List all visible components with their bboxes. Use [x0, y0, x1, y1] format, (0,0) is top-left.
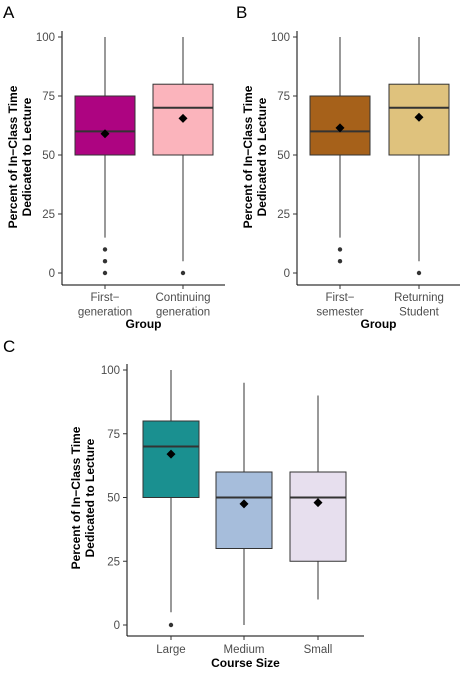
- y-axis-title: Dedicated to Lecture: [255, 97, 269, 216]
- box-1: Returning Student: [388, 37, 450, 319]
- y-axis-title: Percent of In−Class Time: [69, 426, 83, 569]
- panel-label: A: [3, 3, 15, 22]
- mean-marker: [414, 112, 424, 122]
- y-tick-label: 0: [114, 620, 120, 632]
- box-1: Continuing generation: [152, 37, 214, 319]
- box-0: First− generation: [74, 37, 136, 319]
- panel-label: C: [3, 337, 15, 356]
- x-tick-label: Large: [156, 644, 185, 656]
- mean-marker: [239, 499, 249, 509]
- outlier-point: [416, 270, 422, 276]
- panel-a: A 0 25 50 75 100 Percent of In−Class Time Dedic…: [3, 3, 225, 331]
- y-tick-label: 25: [107, 556, 120, 568]
- box-iqr: [289, 471, 347, 562]
- panel-c: C 0 25 50 75 100 Percent of In−Class Time Dedic…: [3, 337, 364, 670]
- y-axis-title: Dedicated to Lecture: [83, 438, 97, 557]
- x-axis-title: Course Size: [211, 656, 280, 670]
- x-tick-label: Medium: [224, 644, 265, 656]
- y-tick-label: 75: [107, 429, 120, 441]
- x-tick-label: First−: [325, 292, 354, 304]
- x-tick-label: First−: [90, 292, 119, 304]
- mean-marker: [166, 449, 176, 459]
- x-tick-label: Student: [399, 307, 439, 319]
- outlier-point: [102, 247, 108, 252]
- outlier-point: [180, 270, 186, 276]
- panel-label: B: [236, 3, 247, 22]
- x-tick-label: generation: [156, 307, 210, 319]
- box-1: Medium: [215, 382, 273, 656]
- y-tick-label: 100: [271, 32, 290, 44]
- y-tick-label: 50: [107, 493, 120, 505]
- y-tick-label: 75: [42, 91, 55, 103]
- x-tick-label: Returning: [394, 292, 444, 304]
- y-tick-label: 50: [277, 150, 290, 162]
- y-tick-label: 25: [277, 209, 290, 221]
- box-2: Small: [289, 395, 347, 656]
- x-axis-title: Group: [361, 317, 397, 331]
- x-axis-title: Group: [126, 317, 162, 331]
- y-tick-label: 0: [284, 268, 290, 280]
- y-tick-label: 25: [42, 209, 55, 221]
- mean-marker: [178, 113, 188, 123]
- outlier-point: [168, 622, 174, 628]
- box-0: First− semester: [309, 37, 371, 319]
- mean-marker: [100, 129, 110, 139]
- outlier-point: [102, 270, 108, 276]
- x-tick-label: Continuing: [156, 292, 211, 304]
- y-tick-label: 100: [36, 32, 55, 44]
- box-iqr: [142, 420, 200, 498]
- y-axis-title: Percent of In−Class Time: [6, 85, 20, 228]
- mean-marker: [313, 498, 323, 508]
- panel-b: B 0 25 50 75 100 Percent of In−Class Time Dedic…: [236, 3, 460, 331]
- box-iqr: [215, 471, 273, 549]
- y-tick-label: 100: [101, 365, 120, 377]
- outlier-point: [337, 259, 343, 264]
- y-tick-label: 0: [49, 268, 55, 280]
- x-tick-label: semester: [316, 307, 363, 319]
- box-iqr: [74, 95, 136, 156]
- x-tick-label: generation: [78, 307, 132, 319]
- x-tick-label: Small: [304, 644, 333, 656]
- mean-marker: [335, 123, 345, 133]
- outlier-point: [102, 259, 108, 264]
- box-0: Large: [142, 370, 200, 656]
- outlier-point: [337, 247, 343, 252]
- y-tick-label: 50: [42, 150, 55, 162]
- y-axis-title: Dedicated to Lecture: [20, 97, 34, 216]
- y-tick-label: 75: [277, 91, 290, 103]
- y-axis-title: Percent of In−Class Time: [241, 85, 255, 228]
